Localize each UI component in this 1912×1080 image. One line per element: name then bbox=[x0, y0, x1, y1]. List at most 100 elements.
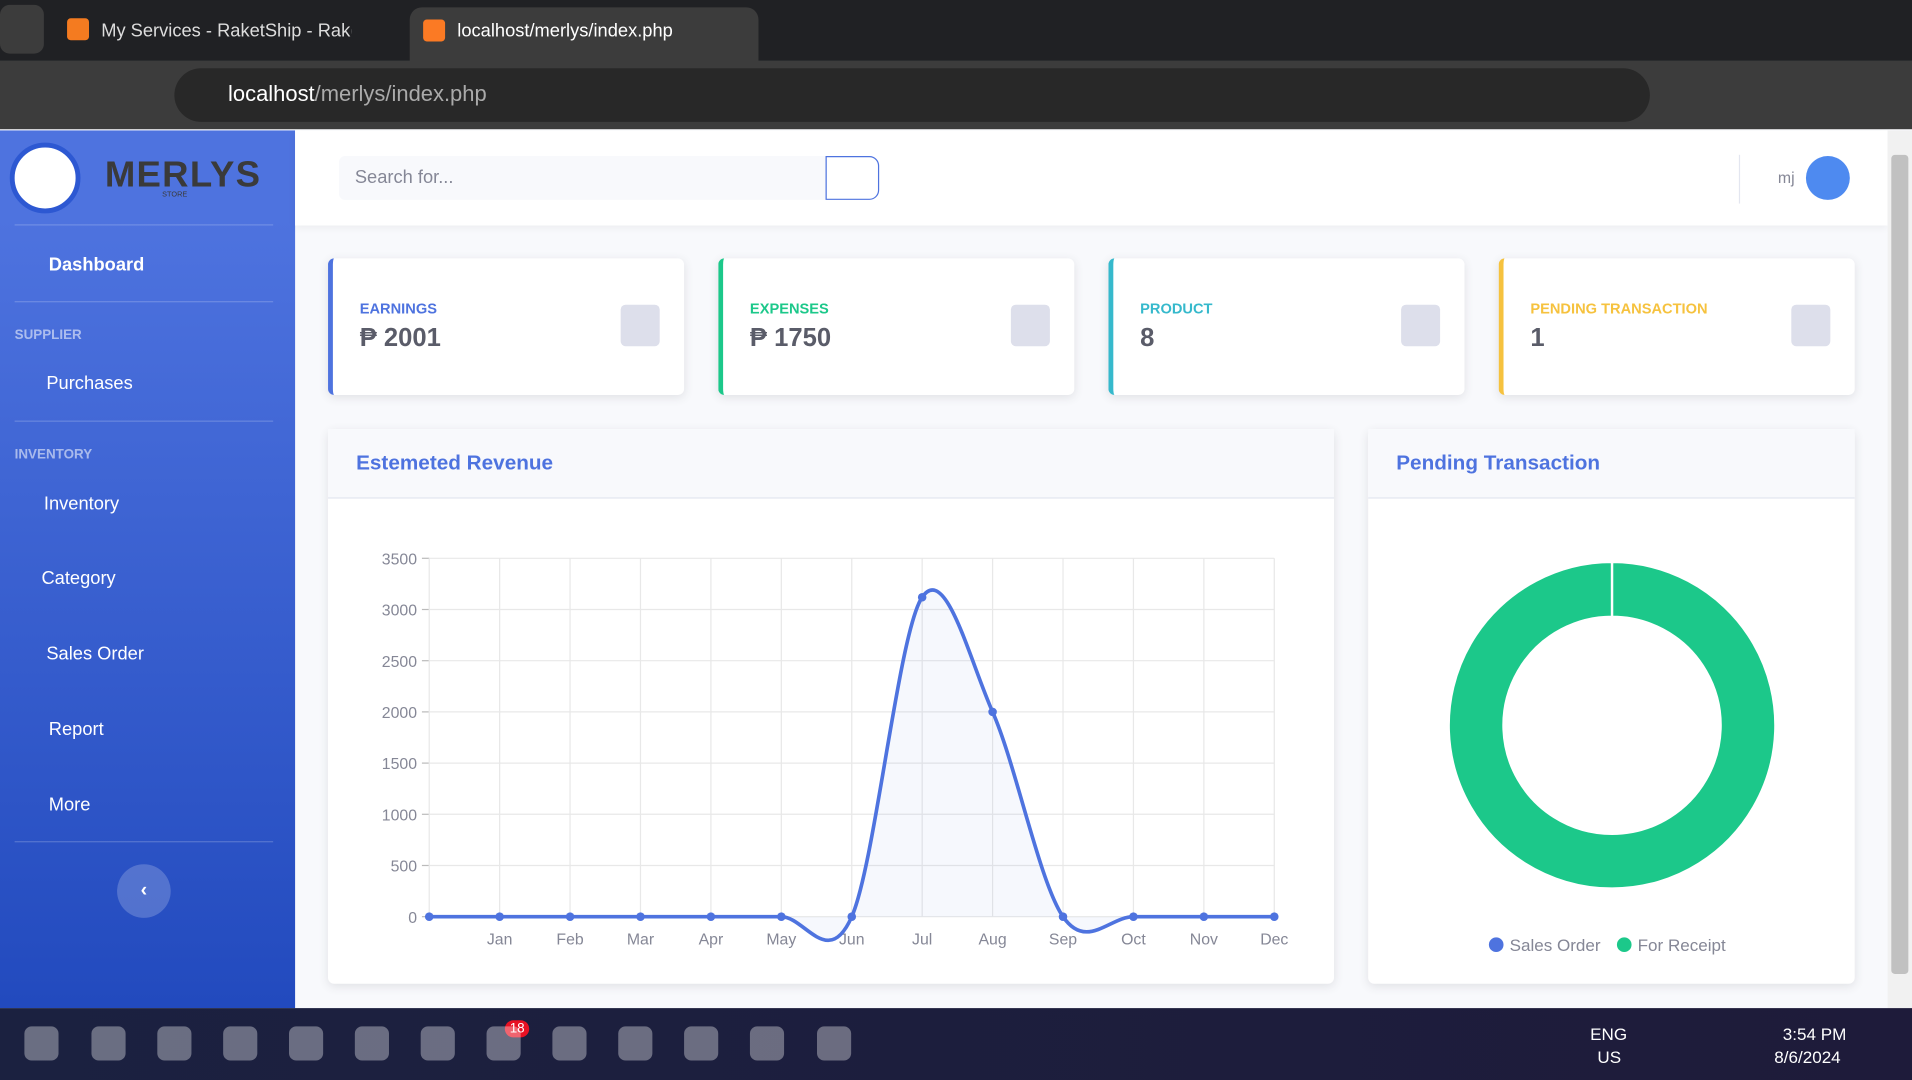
tab-icon bbox=[423, 19, 446, 42]
x-tick-label: Apr bbox=[699, 932, 724, 949]
chart-card bbox=[328, 429, 1335, 984]
region[interactable]: US bbox=[1597, 1047, 1622, 1067]
nav-report[interactable]: Report bbox=[48, 719, 104, 740]
taskbar-app[interactable] bbox=[91, 1026, 126, 1061]
x-tick-label: Nov bbox=[1190, 932, 1218, 949]
point bbox=[777, 912, 786, 921]
y-tick-label: 2000 bbox=[382, 705, 417, 722]
clock-time[interactable]: 3:54 PM bbox=[1782, 1023, 1847, 1044]
x-tick-label: Sep bbox=[1049, 932, 1077, 949]
card-header bbox=[1368, 429, 1855, 499]
stat-label: EARNINGS bbox=[359, 299, 437, 317]
divider bbox=[1738, 154, 1741, 204]
divider bbox=[14, 301, 274, 303]
taskbar-app[interactable] bbox=[223, 1026, 258, 1061]
sidebar-toggle[interactable]: ‹ bbox=[117, 864, 171, 918]
nav-sales-order[interactable]: Sales Order bbox=[46, 643, 144, 665]
tab-strip bbox=[0, 0, 1912, 61]
nav-dashboard[interactable]: Dashboard bbox=[48, 254, 145, 276]
taskbar-app[interactable] bbox=[24, 1026, 59, 1061]
nav-inventory[interactable]: Inventory bbox=[43, 493, 120, 515]
x-tick-label: Feb bbox=[556, 932, 583, 949]
point bbox=[424, 912, 434, 921]
avatar[interactable] bbox=[1805, 156, 1850, 200]
divider bbox=[14, 224, 274, 226]
y-tick-label: 1500 bbox=[382, 756, 417, 773]
section-heading: SUPPLIER bbox=[14, 327, 82, 343]
taskbar-app[interactable] bbox=[684, 1026, 719, 1061]
active-tab[interactable] bbox=[409, 7, 759, 61]
nav-category[interactable]: Category bbox=[41, 568, 116, 589]
x-tick-label: May bbox=[766, 932, 796, 949]
taskbar-app[interactable] bbox=[157, 1026, 192, 1061]
chart-title: Estemeted Revenue bbox=[356, 451, 554, 475]
point bbox=[917, 592, 927, 602]
point bbox=[706, 912, 716, 921]
tab-title[interactable]: My Services - RaketShip - Raket bbox=[101, 20, 352, 42]
clock-date[interactable]: 8/6/2024 bbox=[1774, 1047, 1841, 1067]
legend-label: For Receipt bbox=[1638, 936, 1726, 955]
brand: MERLYS bbox=[104, 154, 262, 196]
address-bar[interactable] bbox=[174, 68, 1650, 122]
stat-label: PRODUCT bbox=[1140, 299, 1213, 317]
stat-label: EXPENSES bbox=[749, 299, 829, 317]
brand-sub: STORE bbox=[162, 191, 188, 199]
stat-value: ₱ 2001 bbox=[359, 324, 441, 353]
stat-label: PENDING TRANSACTION bbox=[1530, 299, 1708, 317]
x-tick-label: Jan bbox=[487, 932, 513, 949]
taskbar-app[interactable] bbox=[354, 1026, 389, 1061]
legend-label: Sales Order bbox=[1510, 936, 1601, 955]
search-input[interactable]: Search for... bbox=[338, 156, 827, 200]
card-header bbox=[328, 429, 1335, 499]
x-tick-label: Dec bbox=[1260, 932, 1288, 949]
tab-menu[interactable] bbox=[0, 4, 44, 54]
stat-value: ₱ 1750 bbox=[749, 324, 832, 353]
point bbox=[847, 912, 857, 921]
taskbar-app[interactable] bbox=[486, 1026, 521, 1061]
search-button[interactable] bbox=[825, 156, 880, 200]
taskbar-app[interactable] bbox=[420, 1026, 455, 1061]
taskbar-app[interactable] bbox=[288, 1026, 324, 1061]
y-tick-label: 3000 bbox=[382, 603, 417, 620]
x-tick-label: Jun bbox=[839, 932, 865, 949]
x-tick-label: Mar bbox=[627, 932, 655, 949]
language[interactable]: ENG bbox=[1590, 1023, 1628, 1044]
point bbox=[988, 707, 997, 717]
tab-title[interactable]: localhost/merlys/index.php bbox=[457, 20, 673, 42]
notification-badge: 18 bbox=[504, 1020, 530, 1038]
point bbox=[1058, 912, 1068, 921]
taskbar-app[interactable] bbox=[816, 1026, 852, 1061]
divider bbox=[14, 420, 274, 422]
taskbar bbox=[0, 1008, 1912, 1080]
point bbox=[636, 912, 645, 921]
y-tick-label: 0 bbox=[408, 910, 417, 927]
x-tick-label: Jul bbox=[912, 932, 932, 949]
user-name[interactable]: mj bbox=[1777, 168, 1795, 187]
point bbox=[495, 912, 504, 921]
stat-icon bbox=[620, 304, 660, 347]
legend-swatch bbox=[1488, 937, 1504, 953]
nav-more[interactable]: More bbox=[48, 794, 91, 816]
divider bbox=[14, 841, 274, 843]
taskbar-app[interactable] bbox=[749, 1026, 785, 1061]
nav-purchases[interactable]: Purchases bbox=[46, 373, 133, 394]
logo bbox=[9, 142, 81, 214]
stat-value: 8 bbox=[1140, 324, 1155, 353]
y-tick-label: 1000 bbox=[382, 807, 417, 824]
stat-icon bbox=[1791, 304, 1831, 347]
y-tick-label: 2500 bbox=[382, 654, 417, 671]
section-heading: INVENTORY bbox=[14, 447, 93, 463]
x-tick-label: Oct bbox=[1121, 932, 1146, 949]
point bbox=[1129, 912, 1138, 921]
url[interactable]: localhost/merlys/index.php bbox=[228, 82, 487, 108]
stat-value: 1 bbox=[1530, 324, 1545, 353]
url-host: localhost bbox=[228, 81, 315, 107]
taskbar-app[interactable] bbox=[552, 1026, 587, 1061]
point bbox=[565, 912, 575, 921]
taskbar-app[interactable] bbox=[618, 1026, 653, 1061]
point bbox=[1199, 912, 1209, 921]
line bbox=[429, 588, 1275, 943]
tab-icon bbox=[67, 18, 90, 41]
scroll-thumb[interactable] bbox=[1891, 154, 1909, 974]
